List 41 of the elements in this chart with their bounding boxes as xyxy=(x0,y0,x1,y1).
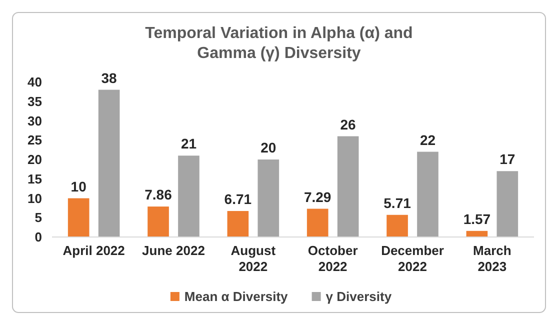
y-tick-label: 35 xyxy=(28,94,42,109)
chart-title: Temporal Variation in Alpha (α) and Gamma (γ) Divsersity xyxy=(145,25,413,62)
data-label: 1.57 xyxy=(463,210,491,227)
x-tick-label: March 2023 xyxy=(473,243,512,274)
data-label: 7.86 xyxy=(144,186,172,203)
bar xyxy=(68,198,90,237)
y-tick-label: 40 xyxy=(28,74,42,90)
bar xyxy=(227,211,249,237)
bar xyxy=(148,206,169,237)
legend-label: γ Diversity xyxy=(326,289,392,304)
x-tick-label: December 2022 xyxy=(381,243,444,274)
data-label: 17 xyxy=(500,151,516,168)
x-tick-label: June 2022 xyxy=(142,243,205,258)
y-tick-label: 25 xyxy=(28,132,42,148)
bar xyxy=(417,152,438,237)
y-tick-label: 30 xyxy=(28,113,42,128)
data-label: 20 xyxy=(260,140,276,156)
x-tick-label: April 2022 xyxy=(62,243,125,258)
y-tick-label: 15 xyxy=(28,171,42,186)
data-label: 22 xyxy=(420,132,436,148)
data-label: 6.71 xyxy=(224,191,252,207)
bar xyxy=(98,90,120,237)
bar xyxy=(306,208,328,237)
bar xyxy=(258,160,280,237)
bar xyxy=(178,156,200,237)
y-tick-label: 20 xyxy=(28,152,42,168)
data-label: 7.29 xyxy=(304,188,332,205)
bar xyxy=(496,171,518,237)
y-tick-label: 5 xyxy=(34,210,42,226)
bar xyxy=(337,136,359,237)
x-tick-label: August 2022 xyxy=(230,243,276,274)
x-tick-label: October 2022 xyxy=(308,243,358,274)
data-label: 10 xyxy=(70,178,87,194)
y-tick-label: 10 xyxy=(28,190,42,206)
data-label: 38 xyxy=(101,70,118,86)
legend-label: Mean α Diversity xyxy=(184,289,289,304)
data-label: 21 xyxy=(180,136,197,152)
y-tick-label: 0 xyxy=(34,230,42,245)
bar xyxy=(386,214,408,237)
data-label: 26 xyxy=(340,116,356,132)
data-label: 5.71 xyxy=(384,194,412,211)
